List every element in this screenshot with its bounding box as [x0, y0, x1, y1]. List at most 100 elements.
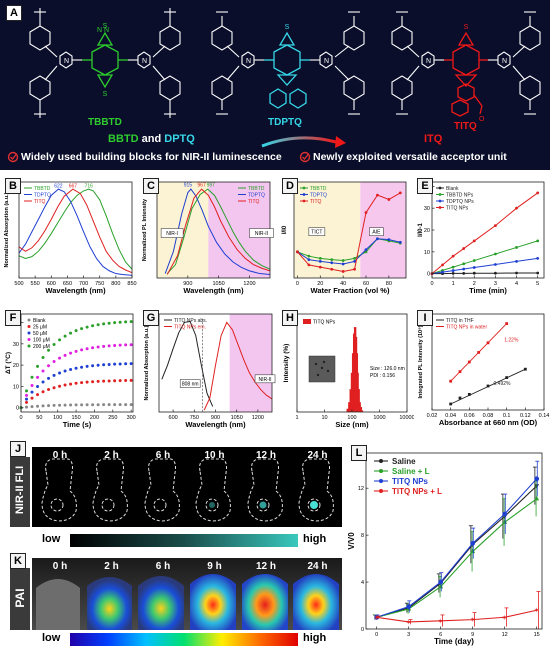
- x-tick-label-1: 0.04: [445, 413, 456, 419]
- data-point-2-16: [107, 362, 111, 366]
- data-point-3-9: [69, 351, 73, 355]
- data-point-1-1: [25, 400, 29, 404]
- data-point-0-6: [515, 271, 518, 275]
- data-point-3-4: ✶: [502, 614, 508, 622]
- series-line-2: [297, 192, 401, 272]
- data-point-2-19: [124, 362, 128, 366]
- transition-arrow: [261, 136, 337, 148]
- fli-colorbar-low: low: [42, 533, 61, 545]
- data-point-1-2: [30, 396, 34, 400]
- data-point-3-20: [129, 343, 133, 347]
- data-point-4-16: [107, 321, 111, 325]
- svg-text:N N: N N: [97, 27, 109, 34]
- data-point-3-6: [52, 359, 56, 363]
- pai-colorbar-high: high: [303, 632, 327, 644]
- y-axis-label: Normalized Absorption (a.u.): [4, 192, 10, 267]
- y-tick-label-3: 30: [424, 206, 430, 212]
- legend-marker-3: [379, 489, 383, 493]
- tem-particle-1: [322, 360, 326, 364]
- pai-image-strip: [32, 558, 342, 630]
- x-tick-label-6: 800: [111, 281, 120, 287]
- time-label-3: 9 h: [207, 561, 222, 572]
- legend-marker-3: [438, 206, 442, 209]
- band-label-box-0: [308, 227, 326, 236]
- pdi-annotation: PDI : 0.156: [370, 373, 395, 379]
- panel-label-h: H: [282, 310, 298, 326]
- compound-name-tdptq: TDPTQ: [268, 117, 302, 128]
- data-point-3-7: [58, 356, 62, 360]
- legend-marker-0: [379, 459, 383, 463]
- data-point-1-4: [486, 341, 490, 345]
- legend-label-1: TDPTQ: [248, 193, 265, 199]
- data-point-1-17: [113, 379, 117, 383]
- x-tick-label-4: 10000: [399, 415, 414, 421]
- data-point-1-5: [493, 252, 497, 256]
- series-line-3: [431, 192, 538, 275]
- x-axis-label: Time (day): [434, 637, 474, 646]
- peak-label-1: 667: [69, 183, 78, 189]
- data-point-4-15: [102, 322, 106, 326]
- data-point-1-12: [85, 380, 89, 384]
- y-tick-label-0: 0: [427, 272, 430, 278]
- legend-marker-1: [302, 193, 306, 196]
- data-point-2-1: [406, 604, 412, 610]
- data-point-2-8: [63, 369, 67, 373]
- series-line-3: [376, 609, 537, 623]
- data-point-2-5: [47, 376, 51, 380]
- data-point-4-7: [58, 338, 62, 342]
- data-point-2-12: [85, 364, 89, 368]
- data-point-3-19: [124, 343, 128, 347]
- data-point-2-6: [52, 373, 56, 377]
- data-point-2-1: [441, 270, 444, 274]
- data-point-1-3: [477, 351, 481, 354]
- x-tick-label-2: 100: [347, 415, 356, 421]
- y-axis-label: Normalized PL Intensity: [142, 198, 148, 261]
- data-point-4-12: [85, 325, 89, 329]
- svg-text:N: N: [64, 58, 69, 65]
- data-point-0-8: [63, 403, 67, 407]
- data-point-4-20: [129, 320, 133, 324]
- legend-label-2: TDPTQ NPs: [446, 199, 474, 205]
- data-point-0-13: [91, 403, 95, 407]
- svg-text:O: O: [479, 116, 485, 123]
- data-point-1-3: [36, 393, 40, 397]
- data-point-1-9: [398, 240, 402, 244]
- legend-label-2: TITQ: [34, 199, 45, 205]
- x-tick-label-3: 1050: [231, 415, 243, 421]
- x-tick-label-5: 5: [536, 281, 539, 287]
- legend-marker-0: [302, 186, 306, 190]
- legend-label-0: TITQ NPs: [313, 320, 336, 326]
- data-point-1-2: [318, 260, 322, 263]
- x-tick-label-2: 0.06: [464, 413, 475, 419]
- data-point-0-18: [118, 403, 122, 407]
- legend-label-0: TBBTD: [34, 186, 51, 192]
- data-point-3-7: [536, 191, 540, 195]
- x-tick-label-4: 0.1: [503, 413, 511, 419]
- svg-text:N: N: [426, 58, 431, 65]
- data-point-2-2: [318, 265, 322, 269]
- caption-left-title: BBTD and DPTQ: [108, 133, 195, 145]
- plot-frame: [20, 313, 134, 413]
- legend-marker-0: [27, 318, 31, 322]
- data-point-3-10: [74, 349, 78, 353]
- data-point-4-2: [30, 375, 34, 379]
- pai-colorbar: [70, 633, 298, 646]
- data-point-2-5: [493, 263, 497, 266]
- x-tick-label-0: 900: [183, 281, 192, 287]
- tem-particle-0: [314, 362, 318, 366]
- data-point-1-3: [470, 548, 476, 554]
- data-point-1-10: [74, 381, 78, 385]
- series-line-2: [18, 188, 133, 274]
- data-point-1-4: [41, 390, 45, 394]
- data-point-1-4: [502, 519, 508, 524]
- x-tick-label-7: 850: [127, 281, 136, 287]
- x-tick-label-0: 0: [430, 281, 433, 287]
- legend-label-1: TDPTQ: [34, 193, 51, 199]
- svg-text:S: S: [285, 24, 290, 31]
- x-tick-label-0: 0: [296, 281, 299, 287]
- data-point-3-1: [25, 393, 29, 397]
- data-point-4-9: [69, 331, 73, 335]
- data-point-1-9: [69, 382, 73, 386]
- panel-a-structures: N N S S N N S: [7, 8, 541, 163]
- data-point-0-2: [451, 272, 455, 275]
